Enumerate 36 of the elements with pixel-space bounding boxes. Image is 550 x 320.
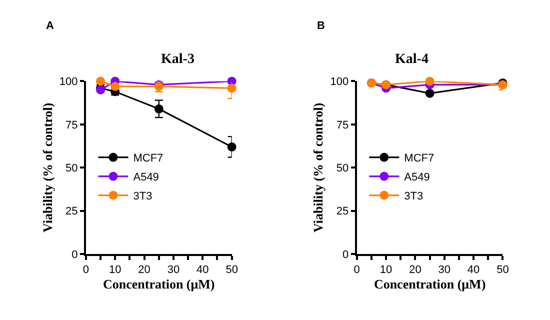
y-tick-label: 100	[59, 76, 78, 88]
y-tick-label: 0	[72, 248, 78, 261]
legend-label: 3T3	[133, 190, 152, 203]
y-tick-label: 50	[336, 162, 349, 174]
x-tick-label: 50	[226, 264, 238, 276]
x-tick-label: 40	[196, 264, 209, 276]
chart-title: Kal-3	[161, 52, 194, 67]
y-tick-label: 0	[342, 248, 349, 261]
x-axis-title: Concentration (μM)	[374, 276, 486, 292]
y-tick-label: 75	[65, 119, 78, 132]
x-tick-label: 30	[438, 264, 451, 276]
legend-label: A549	[133, 172, 159, 184]
legend-label: MCF7	[133, 152, 164, 165]
legend-label: MCF7	[404, 152, 434, 165]
y-tick-label: 75	[336, 119, 349, 132]
text: B	[317, 20, 325, 32]
x-tick-label: 20	[138, 264, 150, 276]
legend-label: A549	[404, 172, 430, 184]
y-axis-title: Viability (% of control)	[40, 102, 55, 232]
y-axis-title: Viability (% of control)	[310, 102, 326, 232]
x-tick-label: 20	[409, 264, 422, 276]
x-axis-title: Concentration (μM)	[103, 276, 215, 292]
chart-title: Kal-4	[395, 52, 428, 67]
x-tick-label: 10	[380, 264, 392, 276]
legend-label: 3T3	[404, 190, 424, 203]
y-tick-label: 25	[65, 206, 78, 218]
x-tick-label: 0	[82, 264, 90, 276]
x-tick-label: 40	[467, 264, 480, 276]
text: A	[46, 20, 54, 32]
y-tick-label: 25	[336, 206, 349, 218]
y-tick-label: 50	[65, 162, 78, 174]
y-tick-label: 100	[330, 76, 349, 88]
x-tick-label: 30	[167, 264, 180, 276]
x-tick-label: 0	[354, 264, 360, 276]
x-tick-label: 50	[496, 264, 509, 276]
x-tick-label: 10	[108, 264, 122, 276]
